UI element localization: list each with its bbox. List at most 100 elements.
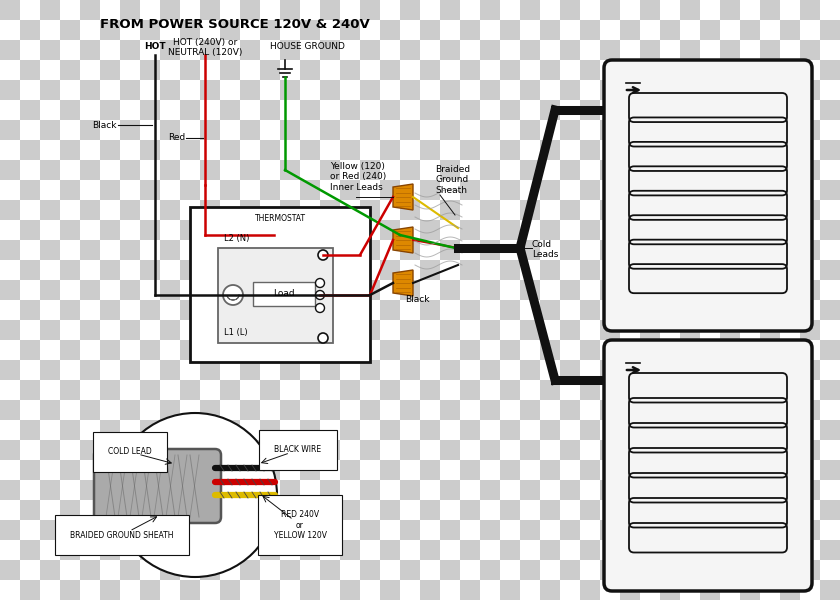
Bar [240,20,260,40]
Bar [140,240,160,260]
Bar [80,360,100,380]
Bar [300,380,320,400]
Bar [540,520,560,540]
Circle shape [316,304,324,313]
Bar [800,60,820,80]
Bar [560,280,580,300]
Bar [40,80,60,100]
Bar [760,220,780,240]
Bar [240,440,260,460]
Bar [240,520,260,540]
Bar [780,560,800,580]
Bar [220,80,240,100]
Bar [0,160,20,180]
Bar [580,240,600,260]
Bar [400,560,420,580]
Bar [120,500,140,520]
Bar [260,200,280,220]
Bar [600,100,620,120]
Bar [340,440,360,460]
Bar [680,200,700,220]
Bar [0,20,20,40]
Bar [360,140,380,160]
Bar [420,460,440,480]
Bar [120,580,140,600]
Bar [720,140,740,160]
Bar [580,440,600,460]
Bar [380,500,400,520]
Bar [140,520,160,540]
Bar [740,300,760,320]
Bar [540,320,560,340]
Bar [140,80,160,100]
Bar [0,540,20,560]
Bar [720,540,740,560]
Bar [160,580,180,600]
Bar [60,140,80,160]
Bar [740,0,760,20]
Bar [200,200,220,220]
Bar [680,440,700,460]
Bar [580,320,600,340]
Bar [280,100,300,120]
Bar [240,420,260,440]
Bar [720,300,740,320]
Bar [760,80,780,100]
Bar [460,320,480,340]
Bar [800,280,820,300]
Bar [820,40,840,60]
Bar [540,220,560,240]
Bar [360,60,380,80]
Text: Black: Black [405,295,429,304]
Bar [180,380,200,400]
Bar [820,500,840,520]
Bar [160,180,180,200]
Bar [440,340,460,360]
Bar [180,200,200,220]
Bar [500,340,520,360]
Bar [60,240,80,260]
Bar [300,340,320,360]
Bar [600,420,620,440]
Bar [580,340,600,360]
Bar [120,260,140,280]
Bar [60,80,80,100]
Bar [100,60,120,80]
Bar [400,320,420,340]
Bar [20,20,40,40]
Bar [60,540,80,560]
Bar [660,100,680,120]
Bar [560,20,580,40]
Bar [60,100,80,120]
Bar [160,540,180,560]
Bar [560,440,580,460]
Bar [100,0,120,20]
Bar [780,160,800,180]
Bar [500,100,520,120]
Bar [760,580,780,600]
Bar [460,220,480,240]
Bar [660,220,680,240]
Bar [180,440,200,460]
Bar [400,540,420,560]
Bar [20,260,40,280]
Bar [760,160,780,180]
Bar [780,400,800,420]
Bar [460,460,480,480]
Bar [480,280,500,300]
Bar [420,340,440,360]
Bar [220,480,240,500]
Bar [0,400,20,420]
Bar [200,260,220,280]
Bar [120,140,140,160]
Bar [40,60,60,80]
Bar [640,20,660,40]
Bar [360,240,380,260]
Bar [120,560,140,580]
Bar [280,60,300,80]
Bar [180,260,200,280]
Bar [820,400,840,420]
Bar [100,520,120,540]
Circle shape [318,333,328,343]
Bar [800,80,820,100]
